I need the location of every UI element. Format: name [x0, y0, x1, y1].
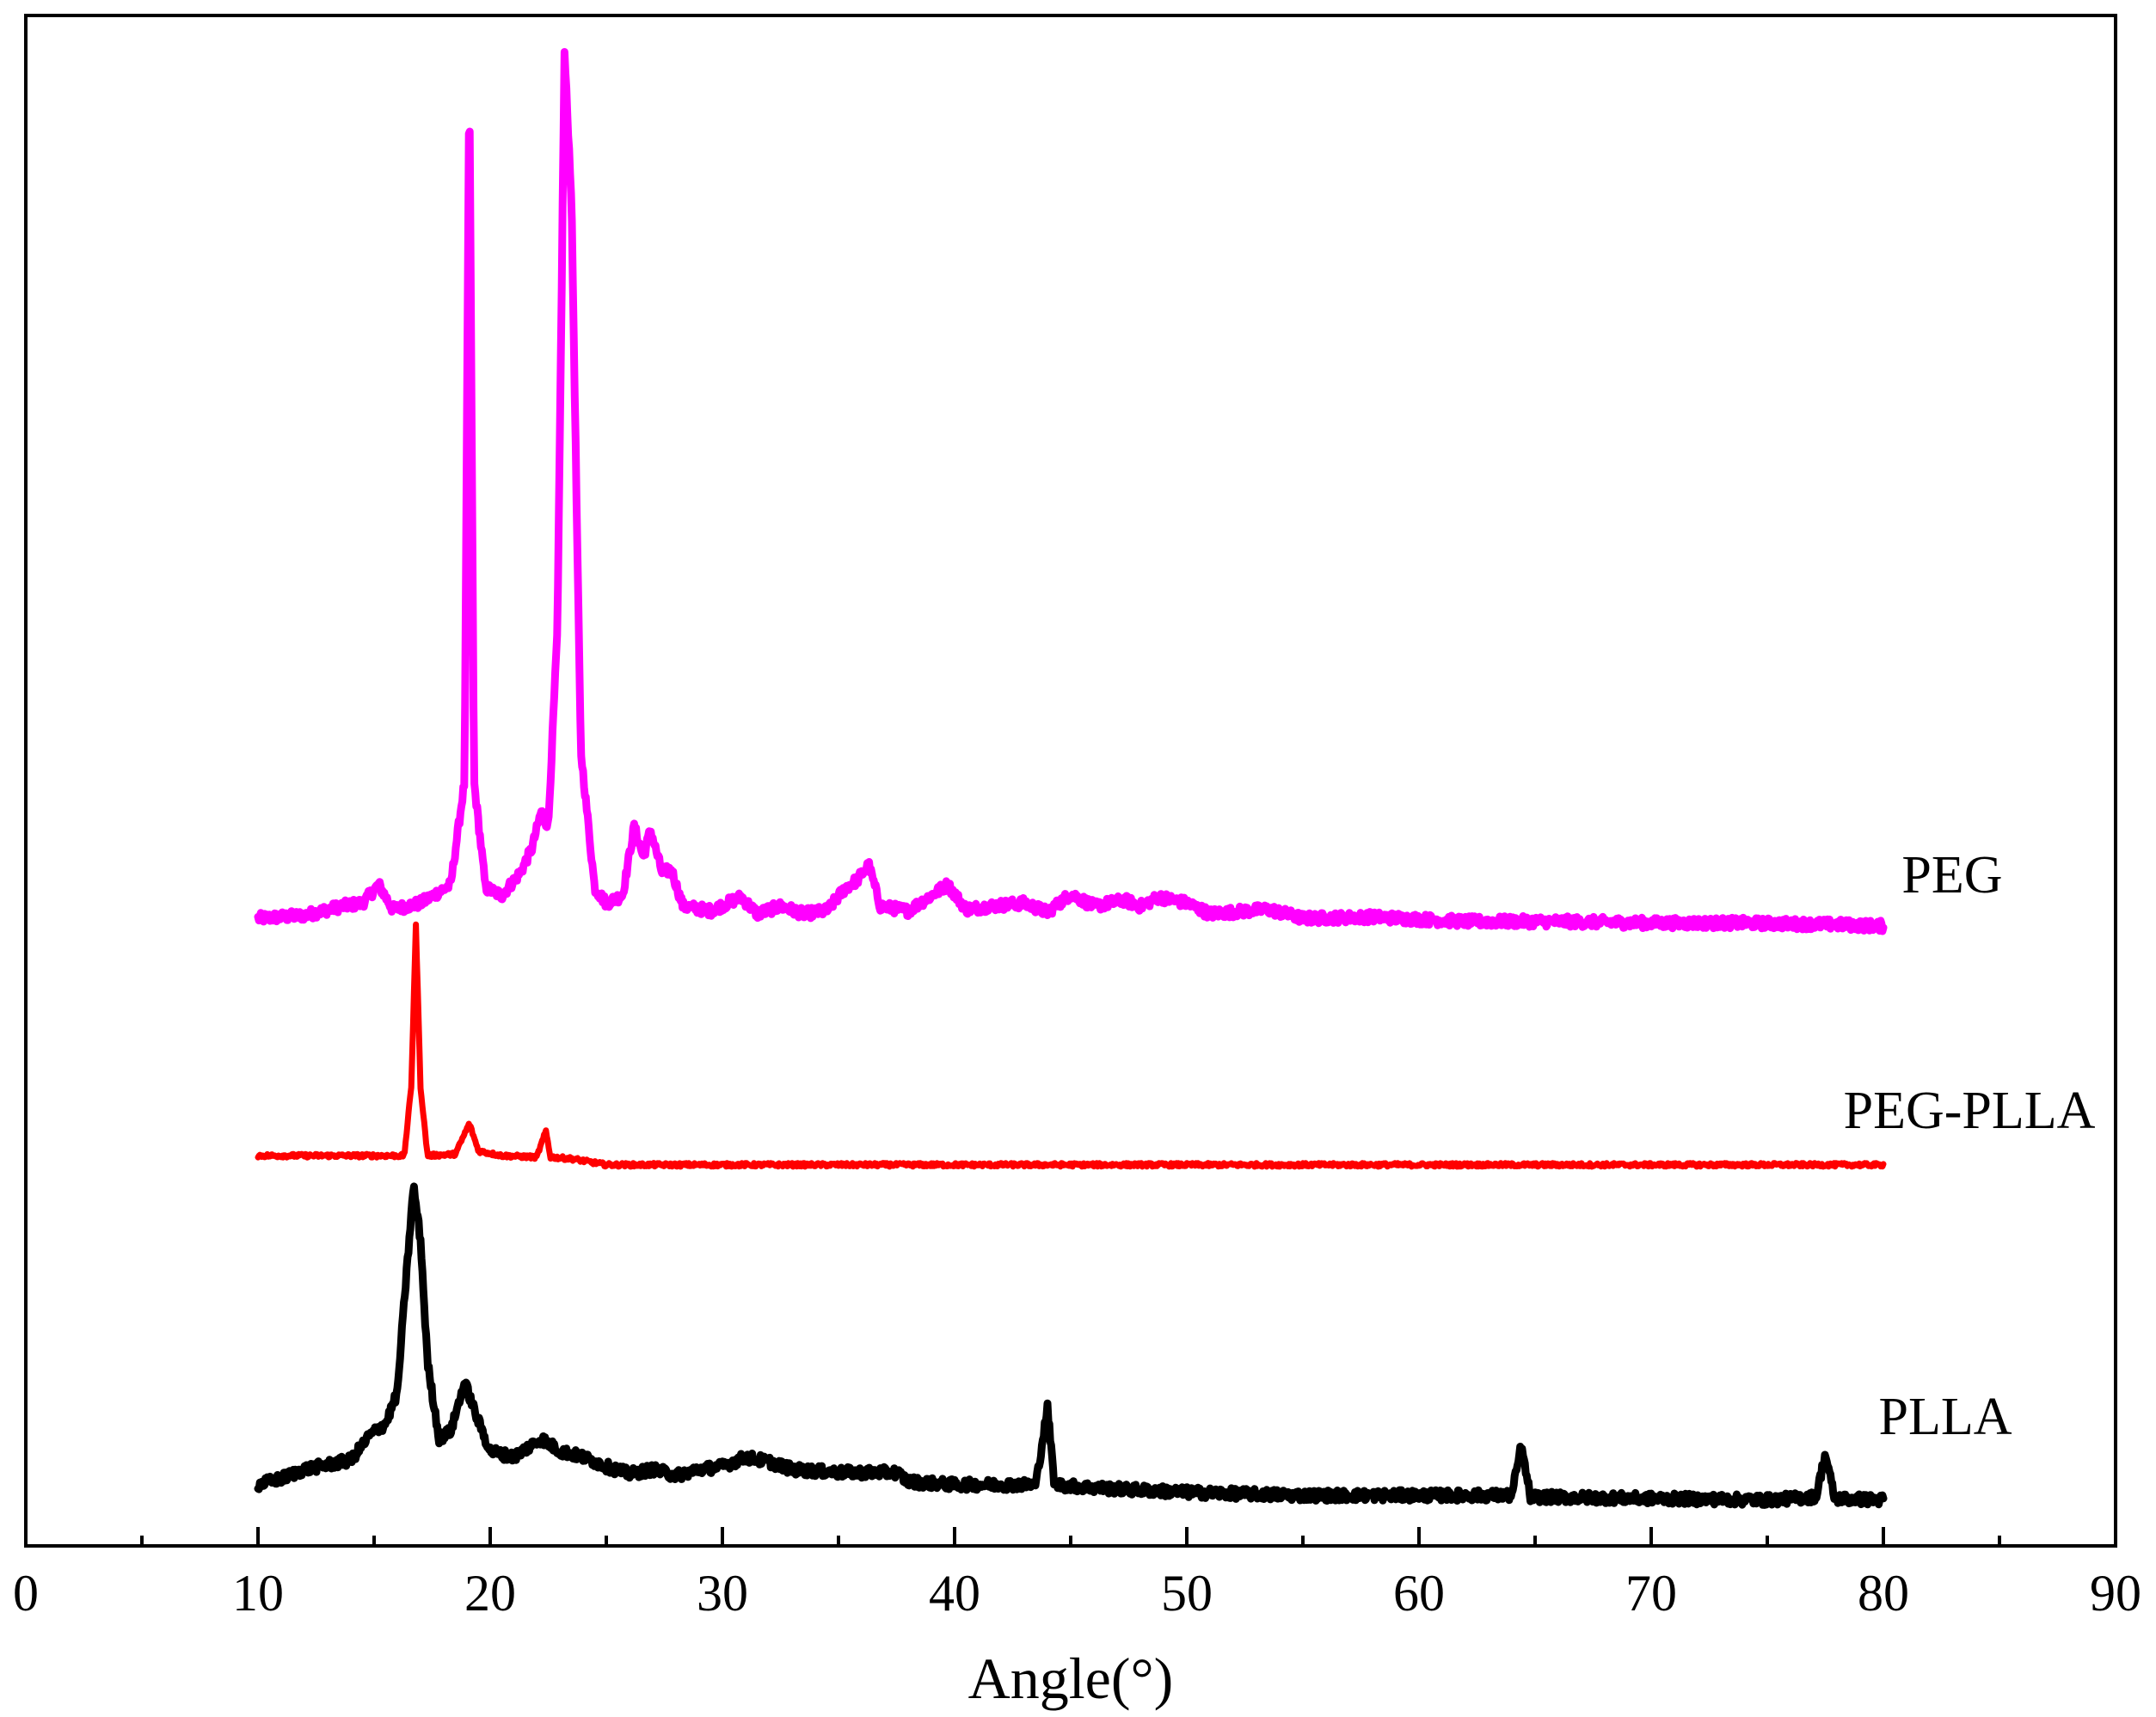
x-tick-label: 80: [1858, 1565, 1909, 1622]
x-tick-label: 90: [2090, 1565, 2141, 1622]
series-line-plla: [254, 1182, 1888, 1509]
series-group: [254, 47, 1888, 1509]
x-tick-label: 0: [13, 1565, 39, 1622]
x-tick-label: 10: [232, 1565, 284, 1622]
series-label-peg-plla: PEG-PLLA: [1844, 1082, 2096, 1140]
x-axis-ticks: [24, 1527, 2117, 1546]
x-tick-label: 70: [1625, 1565, 1677, 1622]
x-tick-label: 60: [1393, 1565, 1445, 1622]
x-tick-label: 20: [464, 1565, 516, 1622]
series-line-peg-plla: [255, 921, 1887, 1170]
x-tick-label: 30: [697, 1565, 748, 1622]
x-tick-label: 40: [929, 1565, 980, 1622]
series-label-peg: PEG: [1901, 846, 2002, 904]
plot-frame: [24, 14, 2117, 1548]
x-axis-tick-labels: 0 10 20 30 40 50 60 70 80 90: [13, 1565, 2141, 1622]
series-line-peg: [254, 47, 1888, 935]
x-tick-label: 50: [1161, 1565, 1213, 1622]
series-label-plla: PLLA: [1879, 1388, 2012, 1446]
x-axis-title: Angle(°): [968, 1646, 1174, 1711]
